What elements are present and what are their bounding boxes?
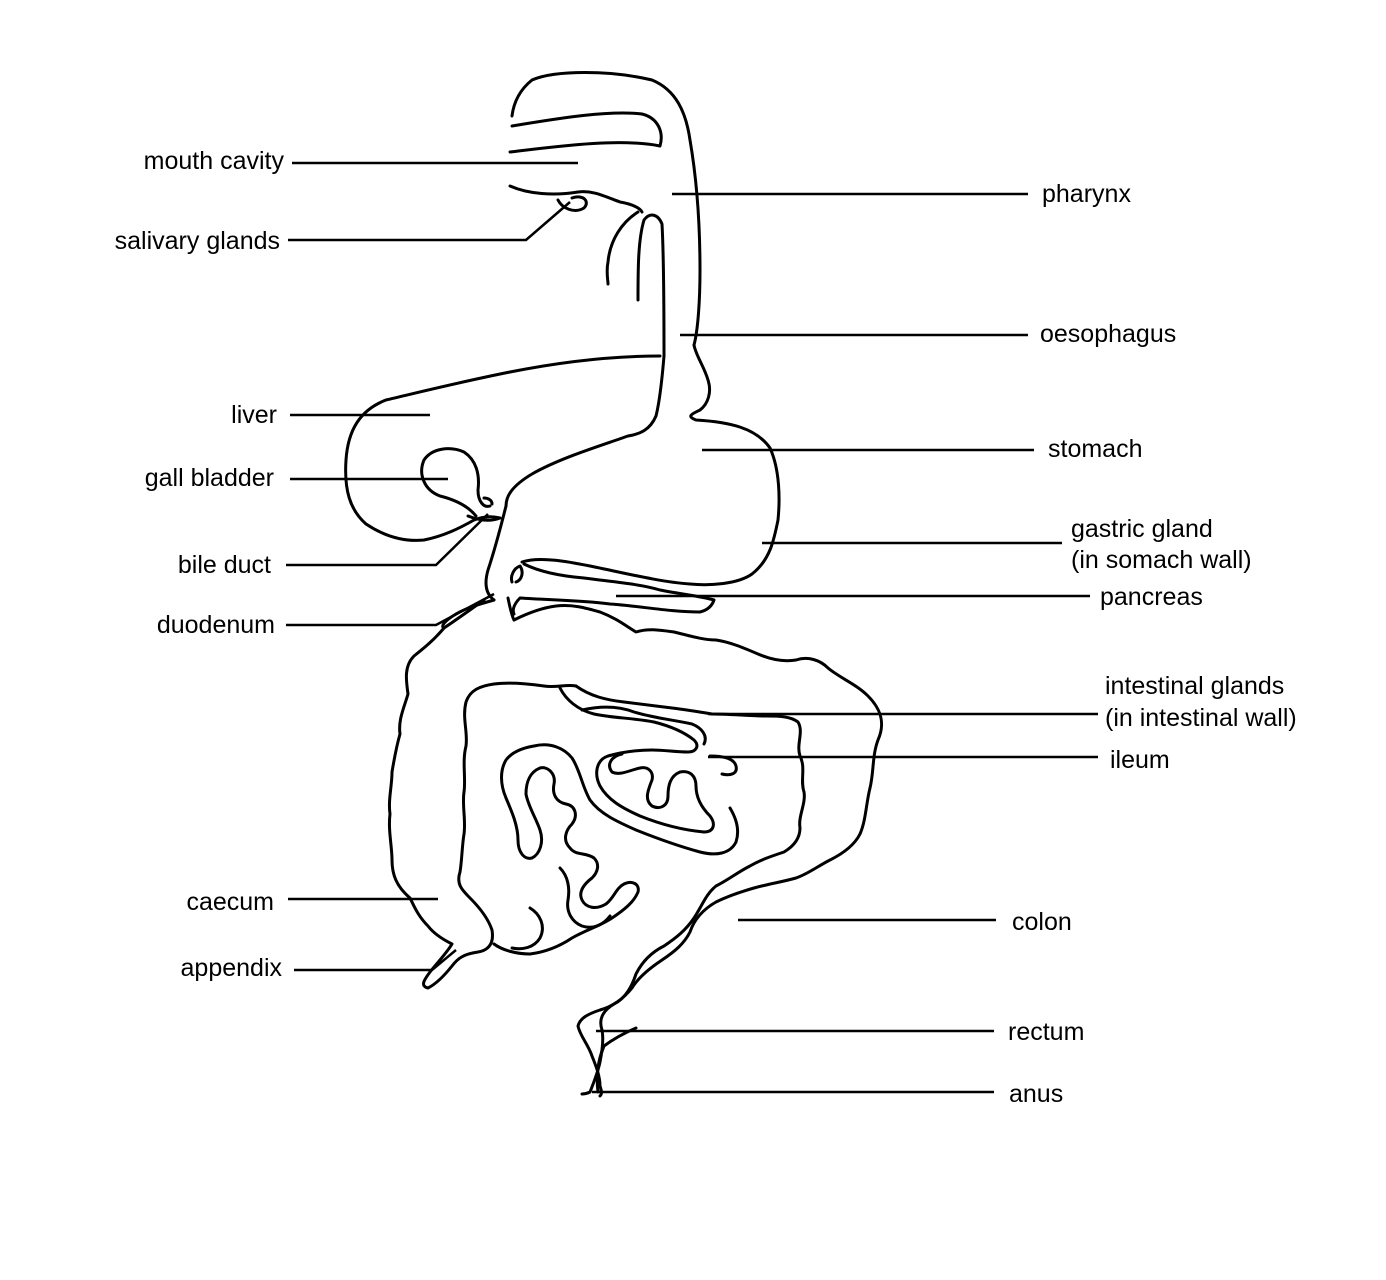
leader-salivary-glands bbox=[288, 201, 571, 242]
ileum-coil-lower bbox=[510, 866, 612, 951]
label-bile-duct: bile duct bbox=[178, 551, 271, 579]
label-liver: liver bbox=[231, 401, 277, 429]
labels-left: mouth cavity salivary glands liver gall … bbox=[115, 147, 285, 982]
label-ileum: ileum bbox=[1110, 746, 1170, 774]
pancreas-outline bbox=[511, 562, 716, 616]
label-mouth-cavity: mouth cavity bbox=[144, 147, 285, 175]
label-intestinal-glands-line1: intestinal glands bbox=[1105, 672, 1284, 700]
label-salivary-glands: salivary glands bbox=[115, 227, 280, 255]
rectum-outline bbox=[595, 1026, 638, 1094]
label-oesophagus: oesophagus bbox=[1040, 320, 1176, 348]
bile-duct-outline bbox=[466, 496, 502, 522]
organ-outlines bbox=[344, 71, 884, 1098]
colon-inner bbox=[574, 684, 806, 1096]
labels-right: pharynx oesophagus stomach gastric gland… bbox=[1008, 180, 1297, 1108]
ileum-coil-mid bbox=[558, 686, 715, 834]
leader-duodenum bbox=[286, 592, 495, 627]
tongue-outline bbox=[508, 184, 644, 214]
leader-lines bbox=[286, 161, 1098, 1094]
duodenum-outline bbox=[441, 564, 524, 630]
head-outline bbox=[510, 71, 702, 347]
label-pharynx: pharynx bbox=[1042, 180, 1131, 208]
liver-outline bbox=[344, 354, 662, 542]
colon-outer bbox=[387, 626, 578, 990]
palate-outline bbox=[508, 111, 663, 154]
label-caecum: caecum bbox=[186, 888, 274, 916]
label-appendix: appendix bbox=[181, 954, 283, 982]
larynx-outline bbox=[605, 210, 640, 286]
label-gastric-gland-line1: gastric gland bbox=[1071, 515, 1213, 543]
trachea-outline bbox=[636, 213, 666, 358]
label-anus: anus bbox=[1009, 1080, 1063, 1108]
label-stomach: stomach bbox=[1048, 435, 1142, 463]
leader-bile-duct bbox=[286, 513, 489, 567]
oesophagus-outline bbox=[504, 354, 666, 508]
stomach-inner bbox=[484, 504, 508, 602]
label-intestinal-glands-line2: (in intestinal wall) bbox=[1105, 704, 1297, 732]
label-rectum: rectum bbox=[1008, 1018, 1084, 1046]
label-gastric-gland-line2: (in somach wall) bbox=[1071, 546, 1252, 574]
label-gall-bladder: gall bladder bbox=[145, 464, 274, 492]
gall-bladder-outline bbox=[420, 447, 492, 518]
label-pancreas: pancreas bbox=[1100, 583, 1203, 611]
leader-appendix bbox=[294, 949, 457, 972]
stomach-outline bbox=[520, 343, 781, 587]
label-duodenum: duodenum bbox=[157, 611, 275, 639]
colon-transverse-top bbox=[512, 604, 884, 1098]
label-colon: colon bbox=[1012, 908, 1072, 936]
ileum-coil-outer bbox=[492, 743, 740, 956]
